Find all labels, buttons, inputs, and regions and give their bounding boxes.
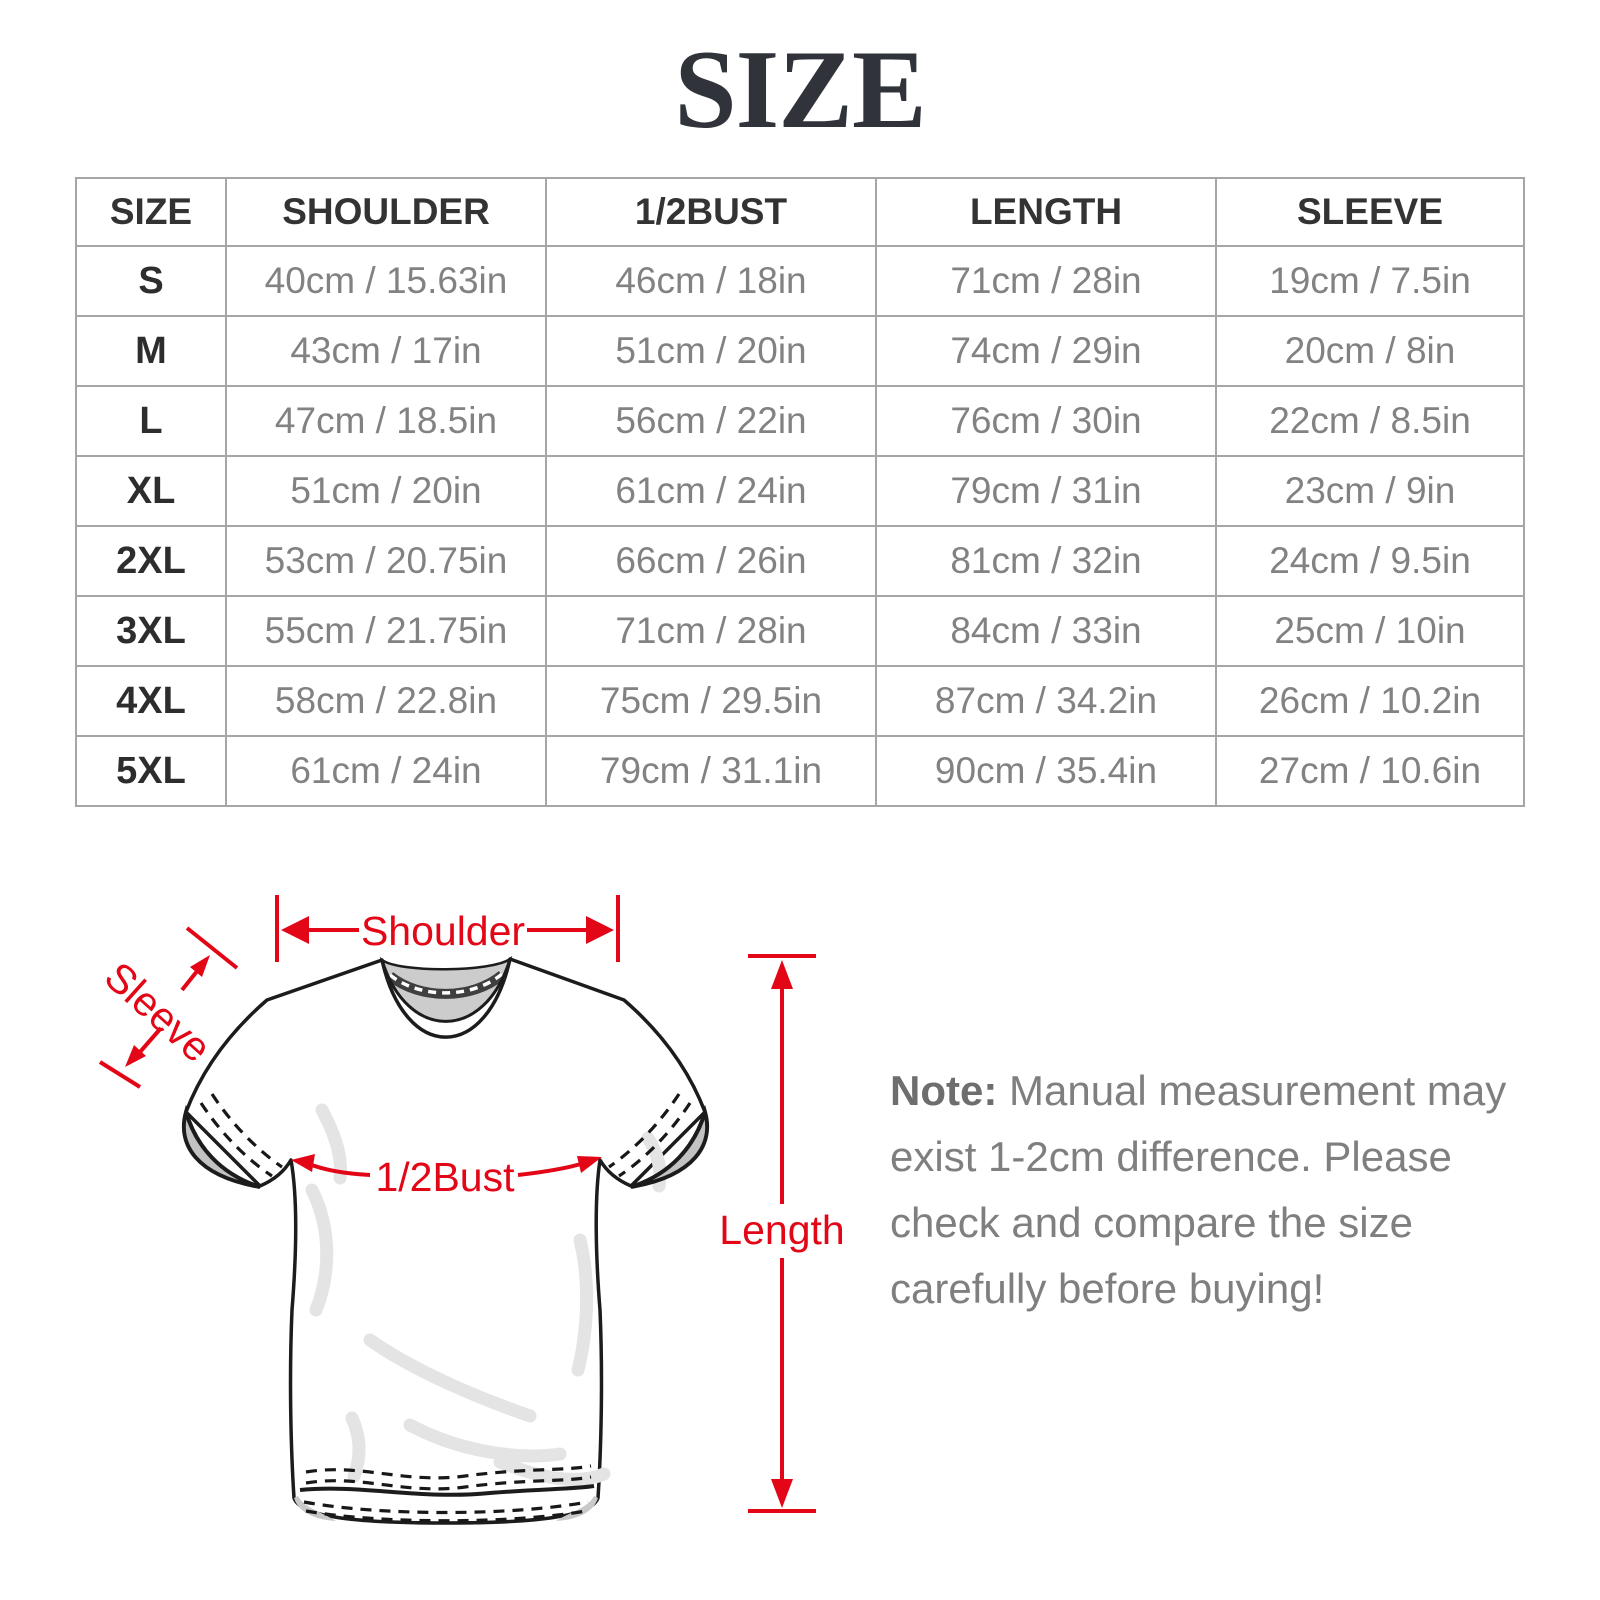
- cell-shoulder: 47cm / 18.5in: [225, 385, 547, 457]
- note-line: Note: Manual measurement may: [890, 1058, 1510, 1124]
- cell-shoulder: 55cm / 21.75in: [225, 595, 547, 667]
- cell-size: S: [75, 245, 227, 317]
- cell-length: 87cm / 34.2in: [875, 665, 1217, 737]
- page-title: SIZE: [674, 28, 926, 152]
- cell-shoulder: 58cm / 22.8in: [225, 665, 547, 737]
- hem-band-stitch: [305, 1509, 587, 1523]
- header-length: LENGTH: [875, 177, 1217, 247]
- cell-shoulder: 43cm / 17in: [225, 315, 547, 387]
- bust-label: 1/2Bust: [375, 1154, 515, 1200]
- note-line: exist 1-2cm difference. Please: [890, 1133, 1452, 1180]
- cell-shoulder: 53cm / 20.75in: [225, 525, 547, 597]
- table-row: 2XL 53cm / 20.75in 66cm / 26in 81cm / 32…: [75, 525, 1525, 597]
- table-row: XL 51cm / 20in 61cm / 24in 79cm / 31in 2…: [75, 455, 1525, 527]
- cell-length: 76cm / 30in: [875, 385, 1217, 457]
- cell-sleeve: 22cm / 8.5in: [1215, 385, 1525, 457]
- cell-sleeve: 19cm / 7.5in: [1215, 245, 1525, 317]
- cell-shoulder: 40cm / 15.63in: [225, 245, 547, 317]
- cell-bust: 46cm / 18in: [545, 245, 877, 317]
- cell-sleeve: 25cm / 10in: [1215, 595, 1525, 667]
- length-dimension-arrow: Length: [719, 954, 845, 1513]
- header-size: SIZE: [75, 177, 227, 247]
- cell-size: XL: [75, 455, 227, 527]
- cell-sleeve: 27cm / 10.6in: [1215, 735, 1525, 807]
- table-row: 4XL 58cm / 22.8in 75cm / 29.5in 87cm / 3…: [75, 665, 1525, 737]
- wrinkle: [571, 1233, 594, 1377]
- cell-bust: 66cm / 26in: [545, 525, 877, 597]
- hem-stitch: [305, 1475, 592, 1491]
- tshirt-diagram-icon: Shoulder Sleeve 1/2Bust Length: [96, 895, 845, 1525]
- wrinkle: [305, 1183, 334, 1317]
- table-row: L 47cm / 18.5in 56cm / 22in 76cm / 30in …: [75, 385, 1525, 457]
- table-row: S 40cm / 15.63in 46cm / 18in 71cm / 28in…: [75, 245, 1525, 317]
- cell-length: 84cm / 33in: [875, 595, 1217, 667]
- cell-bust: 56cm / 22in: [545, 385, 877, 457]
- length-label: Length: [719, 1207, 844, 1253]
- wrinkle: [403, 1418, 567, 1463]
- cell-bust: 75cm / 29.5in: [545, 665, 877, 737]
- measurement-note: Note: Manual measurement may exist 1-2cm…: [890, 1058, 1510, 1322]
- cell-shoulder: 61cm / 24in: [225, 735, 547, 807]
- table-row: 3XL 55cm / 21.75in 71cm / 28in 84cm / 33…: [75, 595, 1525, 667]
- hem-top-edge: [299, 1484, 595, 1497]
- wrinkle: [641, 1131, 667, 1193]
- table-row: M 43cm / 17in 51cm / 20in 74cm / 29in 20…: [75, 315, 1525, 387]
- shoulder-label: Shoulder: [361, 908, 525, 954]
- header-sleeve: SLEEVE: [1215, 177, 1525, 247]
- cell-length: 79cm / 31in: [875, 455, 1217, 527]
- measurement-diagram: Shoulder Sleeve 1/2Bust Length: [60, 860, 860, 1600]
- cell-length: 81cm / 32in: [875, 525, 1217, 597]
- cell-size: M: [75, 315, 227, 387]
- header-bust: 1/2BUST: [545, 177, 877, 247]
- cell-bust: 51cm / 20in: [545, 315, 877, 387]
- cell-length: 71cm / 28in: [875, 245, 1217, 317]
- hem-end-shade: [556, 1496, 598, 1521]
- cell-bust: 79cm / 31.1in: [545, 735, 877, 807]
- table-header-row: SIZE SHOULDER 1/2BUST LENGTH SLEEVE: [75, 177, 1525, 247]
- right-cuff: [630, 1104, 710, 1189]
- cell-bust: 61cm / 24in: [545, 455, 877, 527]
- note-line: carefully before buying!: [890, 1265, 1325, 1312]
- cell-sleeve: 23cm / 9in: [1215, 455, 1525, 527]
- table-row: 5XL 61cm / 24in 79cm / 31.1in 90cm / 35.…: [75, 735, 1525, 807]
- note-label: Note:: [890, 1067, 998, 1114]
- cell-shoulder: 51cm / 20in: [225, 455, 547, 527]
- bust-dimension-arrow: 1/2Bust: [291, 1154, 602, 1200]
- wrinkle: [363, 1333, 537, 1423]
- header-shoulder: SHOULDER: [225, 177, 547, 247]
- cell-length: 74cm / 29in: [875, 315, 1217, 387]
- cell-size: 4XL: [75, 665, 227, 737]
- shoulder-dimension-arrow: Shoulder: [275, 895, 620, 962]
- cell-size: L: [75, 385, 227, 457]
- wrinkle: [493, 1455, 611, 1486]
- size-chart-table: SIZE SHOULDER 1/2BUST LENGTH SLEEVE S 40…: [75, 177, 1525, 807]
- note-line: check and compare the size: [890, 1199, 1413, 1246]
- cell-size: 2XL: [75, 525, 227, 597]
- cell-bust: 71cm / 28in: [545, 595, 877, 667]
- collar-front-edge: [380, 958, 512, 1023]
- hem-stitch: [305, 1464, 592, 1480]
- collar-rib-stitch-icon: [388, 972, 504, 995]
- cell-sleeve: 24cm / 9.5in: [1215, 525, 1525, 597]
- cell-sleeve: 26cm / 10.2in: [1215, 665, 1525, 737]
- left-cuff: [181, 1104, 261, 1189]
- hem-end-shade: [294, 1496, 336, 1521]
- cell-size: 5XL: [75, 735, 227, 807]
- cell-size: 3XL: [75, 595, 227, 667]
- wrinkle: [345, 1411, 366, 1483]
- cell-length: 90cm / 35.4in: [875, 735, 1217, 807]
- hem-band-stitch: [303, 1500, 589, 1515]
- cell-sleeve: 20cm / 8in: [1215, 315, 1525, 387]
- note-text: Manual measurement may: [997, 1067, 1507, 1114]
